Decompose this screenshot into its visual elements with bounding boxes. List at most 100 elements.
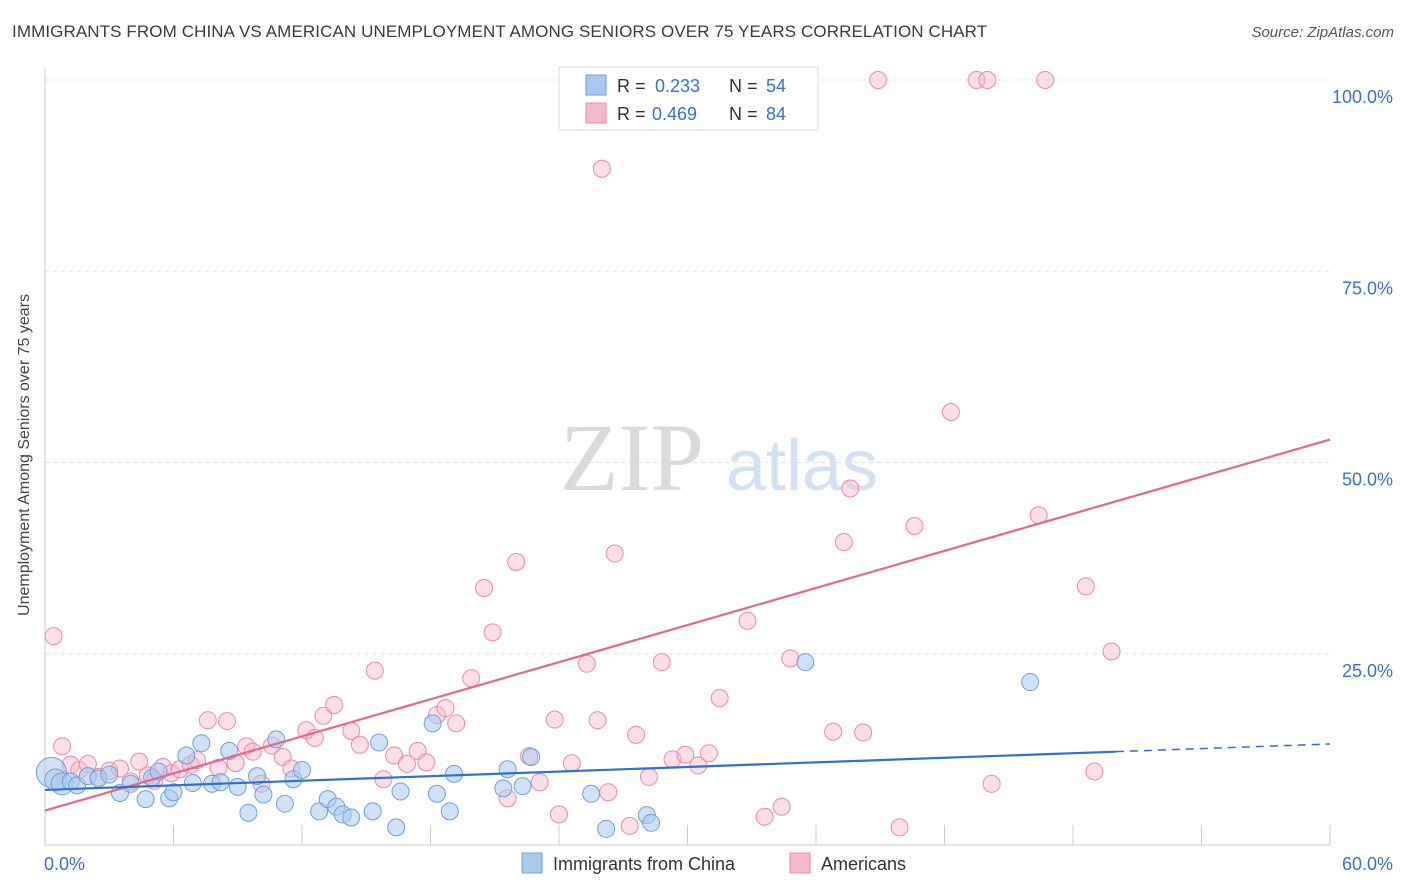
americans-point-50 — [550, 805, 568, 824]
watermark-atlas: atlas — [726, 426, 878, 506]
china-point-38 — [423, 714, 442, 733]
tick-labels: 25.0% 50.0% 75.0% 100.0% 0.0% 60.0% — [44, 87, 1393, 874]
americans-point-77 — [905, 516, 924, 535]
americans-point-76 — [890, 818, 909, 837]
legend-americans-swatch — [789, 852, 811, 874]
stats-r-label-china: R = — [617, 76, 646, 96]
americans-point-53 — [588, 711, 607, 730]
grid-lines — [45, 79, 1330, 655]
americans-point-34 — [374, 770, 393, 789]
chart-title: IMMIGRANTS FROM CHINA VS AMERICAN UNEMPL… — [12, 22, 988, 41]
americans-point-85 — [1085, 762, 1104, 781]
americans-point-80 — [978, 71, 997, 89]
china-point-23 — [248, 767, 267, 786]
americans-point-42 — [462, 669, 481, 688]
china-point-36 — [387, 818, 406, 837]
americans-point-86 — [1102, 642, 1121, 661]
stats-n-value-china: 54 — [766, 76, 786, 96]
americans-point-66 — [738, 611, 757, 630]
americans-point-72 — [834, 533, 853, 552]
americans-point-64 — [699, 744, 718, 763]
watermark-zip: ZIP — [560, 404, 704, 511]
stats-n-label-americans: N = — [729, 104, 758, 124]
americans-point-75 — [869, 71, 888, 89]
americans-point-68 — [755, 807, 774, 826]
china-point-21 — [228, 777, 247, 796]
americans-point-79 — [967, 71, 986, 89]
china-point-44 — [513, 777, 532, 796]
china-point-37 — [391, 782, 410, 801]
china-point-16 — [183, 774, 202, 793]
china-point-51 — [1021, 673, 1040, 692]
americans-point-70 — [781, 649, 800, 668]
china-point-28 — [293, 761, 311, 780]
stats-n-value-americans: 84 — [766, 104, 786, 124]
china-point-33 — [342, 808, 361, 827]
china-point-17 — [192, 734, 211, 753]
y-tick-label-1: 50.0% — [1342, 470, 1393, 490]
americans-point-35 — [385, 746, 404, 765]
americans-point-32 — [350, 735, 369, 754]
china-point-24 — [254, 785, 273, 804]
americans-point-1 — [53, 737, 72, 756]
stats-n-label-china: N = — [729, 76, 758, 96]
china-point-7 — [100, 765, 119, 784]
china-point-47 — [597, 819, 616, 838]
china-point-19 — [211, 773, 230, 792]
china-point-42 — [494, 779, 513, 798]
stats-r-label-americans: R = — [617, 104, 646, 124]
americans-point-59 — [639, 767, 658, 786]
americans-point-56 — [592, 159, 611, 178]
americans-point-29 — [314, 706, 333, 725]
americans-point-40 — [436, 699, 455, 718]
x-tick-label-1: 60.0% — [1342, 854, 1393, 874]
americans-point-54 — [599, 783, 618, 802]
americans-point-44 — [483, 623, 502, 642]
stats-r-value-china: 0.233 — [655, 76, 700, 96]
americans-point-65 — [710, 689, 729, 708]
china-trend-extension — [1115, 743, 1331, 753]
americans-point-60 — [652, 653, 671, 672]
americans-point-48 — [530, 773, 549, 792]
americans-point-41 — [447, 714, 466, 733]
china-point-22 — [239, 803, 258, 822]
americans-point-71 — [824, 722, 843, 741]
americans-point-55 — [605, 544, 624, 563]
y-tick-label-0: 25.0% — [1342, 661, 1393, 681]
americans-point-73 — [841, 479, 860, 498]
americans-point-52 — [577, 654, 596, 673]
americans-point-43 — [475, 578, 494, 597]
stats-legend-china-swatch — [585, 74, 607, 96]
china-point-40 — [440, 802, 459, 821]
china-point-35 — [370, 733, 389, 752]
americans-point-38 — [417, 753, 436, 772]
china-point-49 — [642, 813, 661, 832]
stats-legend-americans-swatch — [585, 102, 607, 124]
china-point-34 — [363, 802, 382, 821]
americans-point-19 — [218, 712, 237, 731]
china-trend-line — [44, 750, 1116, 792]
legend-china-swatch — [521, 852, 543, 874]
china-point-10 — [136, 790, 155, 809]
americans-point-69 — [772, 797, 791, 816]
americans-point-49 — [545, 710, 564, 729]
americans-point-30 — [325, 696, 344, 715]
trend-lines — [44, 438, 1331, 812]
americans-point-58 — [627, 725, 646, 744]
stats-r-value-americans: 0.469 — [652, 104, 697, 124]
americans-point-0 — [44, 627, 63, 646]
legend-americans-label: Americans — [821, 854, 906, 874]
americans-point-84 — [1076, 577, 1095, 596]
china-point-41 — [445, 764, 464, 783]
axes — [44, 68, 1331, 846]
americans-point-33 — [365, 661, 384, 680]
americans-point-78 — [941, 403, 960, 422]
americans-point-51 — [562, 754, 581, 773]
y-tick-label-2: 75.0% — [1342, 278, 1393, 298]
china-point-14 — [164, 783, 183, 802]
americans-point-9 — [130, 752, 149, 771]
americans-point-81 — [982, 774, 1001, 793]
china-point-26 — [275, 794, 294, 813]
china-point-50 — [796, 653, 815, 672]
